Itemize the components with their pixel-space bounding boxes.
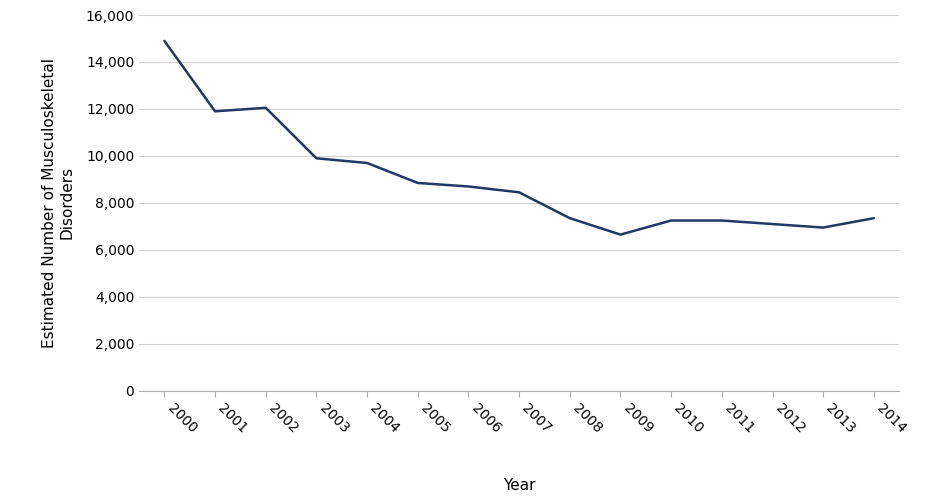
X-axis label: Year: Year bbox=[502, 477, 536, 492]
Y-axis label: Estimated Number of Musculoskeletal
Disorders: Estimated Number of Musculoskeletal Diso… bbox=[43, 58, 75, 348]
